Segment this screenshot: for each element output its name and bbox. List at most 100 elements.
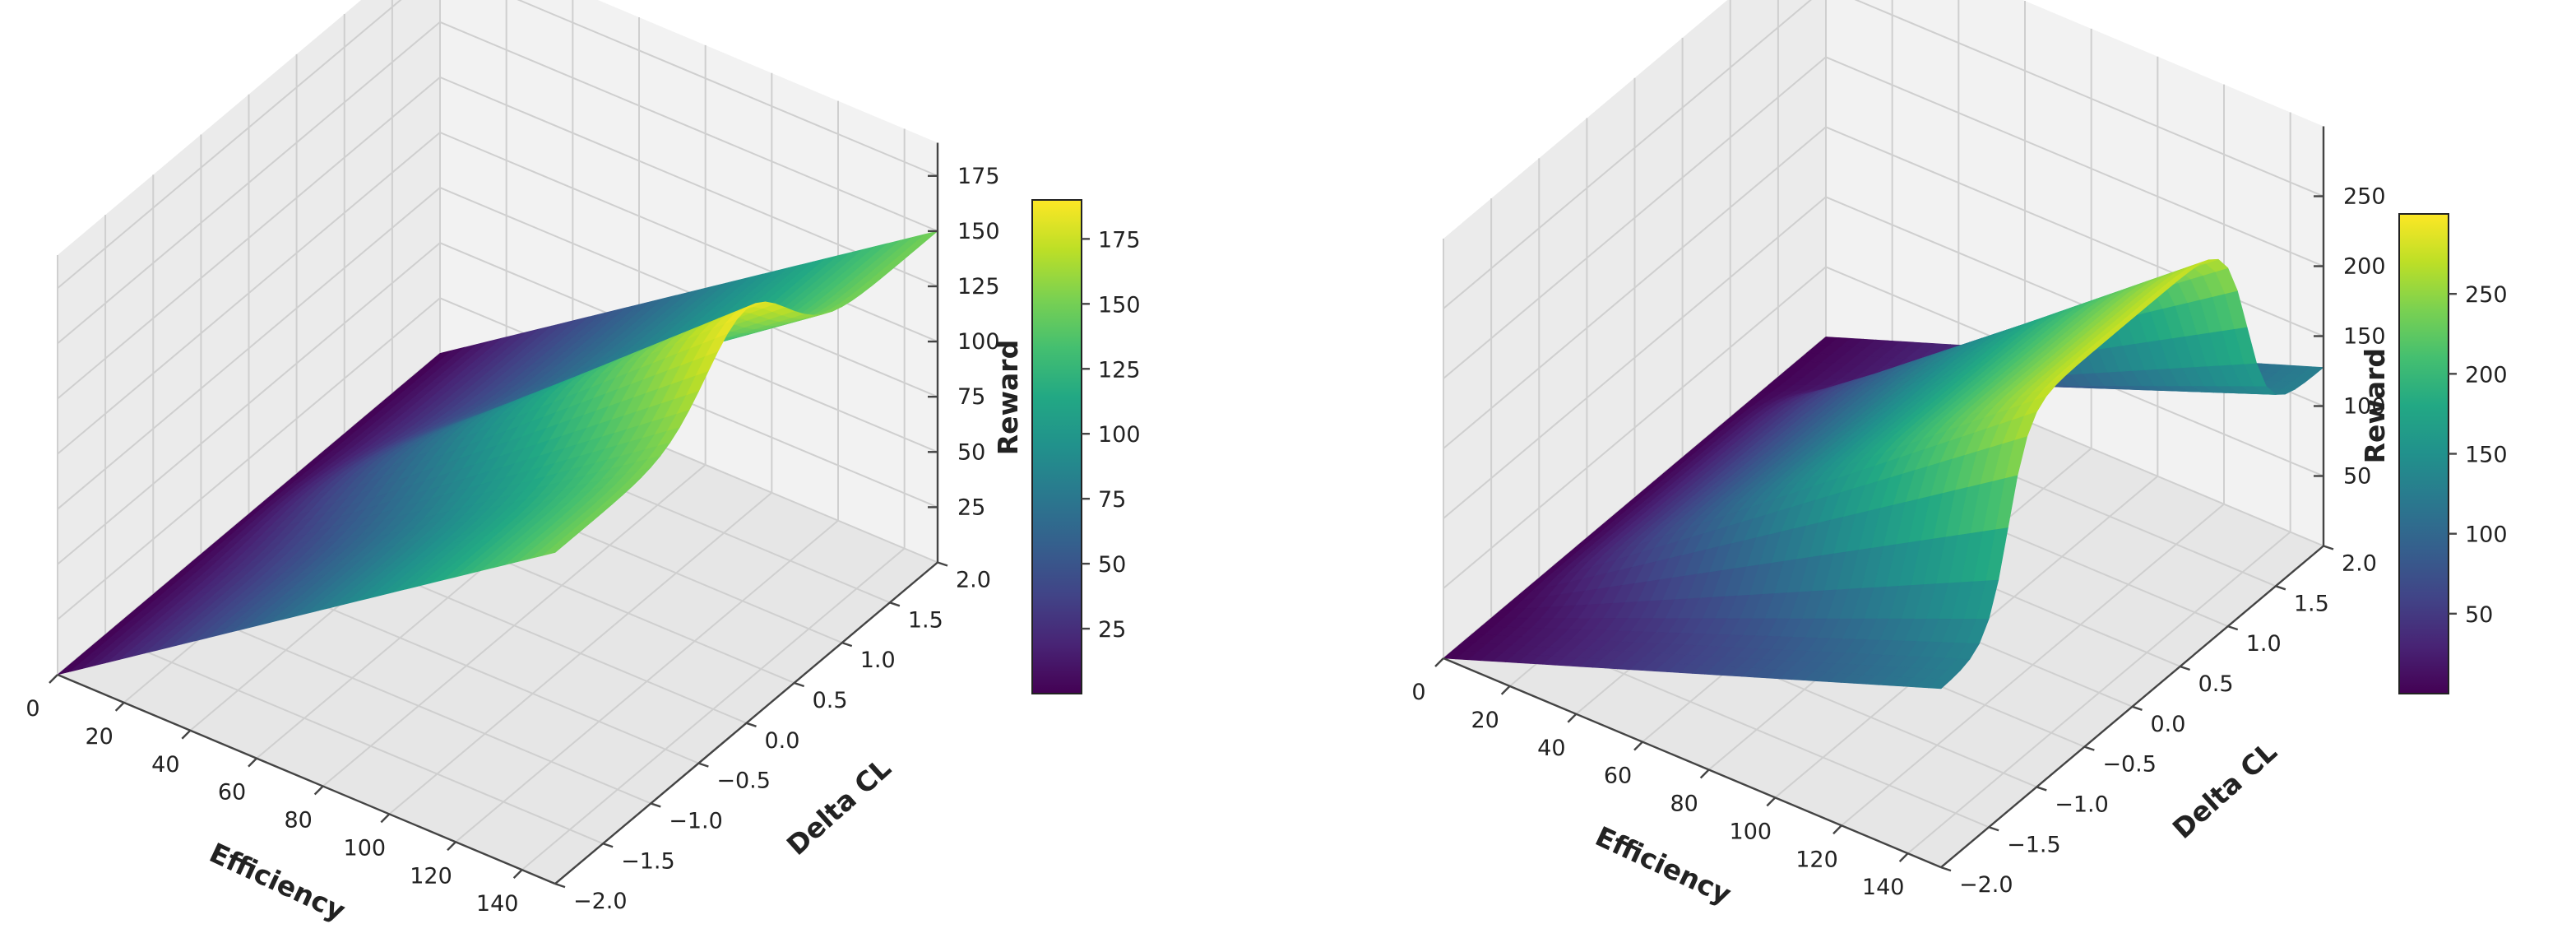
z-tick-label: 250 xyxy=(2343,184,2386,210)
surface-plot-right: 0 20 40 60 80 100 120 140 −2.0 −1.5 −1.0 −0.5 0.0 0.5… xyxy=(1411,0,2508,911)
y-tick xyxy=(554,882,566,889)
x-tick-label: 80 xyxy=(1670,792,1698,817)
x-tick xyxy=(181,729,192,740)
y-tick xyxy=(2227,625,2239,631)
y-tick-label: 0.5 xyxy=(813,688,848,713)
back-pane xyxy=(440,0,938,563)
x-tick-label: 120 xyxy=(410,863,452,889)
y-tick-label: −1.5 xyxy=(621,848,675,874)
y-tick-label: 0.0 xyxy=(2151,712,2186,737)
x-tick xyxy=(1898,852,1909,863)
colorbar-tick-label: 250 xyxy=(2465,282,2508,308)
y-tick-label: −2.0 xyxy=(573,889,628,914)
y-tick-label: −2.0 xyxy=(1959,872,2013,898)
x-tick-label: 140 xyxy=(1862,875,1905,900)
x-tick xyxy=(1567,713,1578,723)
y-tick xyxy=(602,843,614,848)
x-tick xyxy=(114,702,125,712)
y-tick xyxy=(794,681,805,688)
x-tick xyxy=(1500,685,1511,695)
z-tick-label: 150 xyxy=(957,219,1000,244)
y-tick xyxy=(1988,826,1999,832)
x-tick-label: 100 xyxy=(1730,819,1772,844)
colorbar-tick-label: 200 xyxy=(2465,362,2508,388)
colorbar xyxy=(2398,213,2449,694)
z-gridline xyxy=(57,21,938,345)
y-tick-label: 2.0 xyxy=(2342,551,2377,577)
x-tick xyxy=(1699,769,1710,779)
x-tick xyxy=(1434,657,1444,667)
z-tick-label: 50 xyxy=(957,439,985,465)
z-gridline xyxy=(57,297,938,620)
y-tick xyxy=(2132,705,2143,711)
y-tick-label: 0.0 xyxy=(765,728,800,754)
y-tick xyxy=(841,642,853,648)
x-tick-label: 60 xyxy=(1604,764,1632,789)
z-tick-label: 150 xyxy=(2343,324,2386,350)
y-tick-label: 2.0 xyxy=(956,568,991,593)
y-tick xyxy=(2180,665,2191,671)
y-tick xyxy=(2083,745,2095,751)
x-tick xyxy=(1766,796,1777,807)
colorbar-tick-label: 150 xyxy=(2465,443,2508,468)
x-axis-label: Efficiency xyxy=(205,837,350,927)
y-axis-label: Delta CL xyxy=(2166,736,2283,845)
x-tick xyxy=(313,785,324,796)
y-tick-label: 1.5 xyxy=(2294,591,2329,616)
z-gridline xyxy=(57,0,938,290)
y-tick xyxy=(889,601,901,607)
x-tick-label: 0 xyxy=(1411,680,1425,705)
x-tick-label: 20 xyxy=(1471,708,1499,733)
x-tick xyxy=(1832,824,1842,835)
y-tick xyxy=(2275,585,2286,591)
y-tick-label: −1.0 xyxy=(2055,792,2109,817)
z-tick-label: 200 xyxy=(2343,254,2386,280)
x-tick-label: 120 xyxy=(1795,847,1838,872)
y-tick xyxy=(1940,866,1952,872)
colorbar-tick-label: 50 xyxy=(2465,602,2493,628)
z-tick-label: 125 xyxy=(957,274,1000,300)
x-tick xyxy=(248,757,257,768)
z-gridline xyxy=(57,242,938,565)
colorbar-tick-label: 75 xyxy=(1098,487,1126,513)
surface xyxy=(57,230,938,676)
colorbar-label: Reward xyxy=(2359,348,2391,463)
x-axis-label: Efficiency xyxy=(1591,820,1736,911)
x-tick xyxy=(512,869,523,880)
y-tick xyxy=(697,762,709,768)
x-tick xyxy=(1633,741,1643,751)
x-tick-label: 140 xyxy=(476,891,519,917)
x-tick-label: 60 xyxy=(218,780,246,806)
colorbar-label: Reward xyxy=(992,340,1024,455)
y-tick-label: 1.0 xyxy=(2246,631,2282,657)
colorbar-tick-label: 100 xyxy=(2465,522,2508,548)
x-tick-label: 100 xyxy=(344,835,387,861)
x-tick xyxy=(49,674,58,684)
y-tick xyxy=(746,722,757,727)
x-tick-label: 40 xyxy=(1537,736,1565,761)
y-tick-label: 0.5 xyxy=(2198,671,2234,697)
surface-plot-left: 0 20 40 60 80 100 120 140 −2.0 −1.5 −1.0 −0.5 0.0 0.5… xyxy=(25,0,1141,927)
x-tick-label: 0 xyxy=(25,696,39,722)
y-tick-label: 1.5 xyxy=(908,607,943,633)
colorbar-tick-label: 25 xyxy=(1098,617,1126,643)
y-tick xyxy=(2036,786,2047,792)
colorbar-tick-label: 100 xyxy=(1098,422,1141,448)
y-tick-label: 1.0 xyxy=(860,648,896,673)
colorbar-tick-label: 50 xyxy=(1098,552,1126,578)
colorbar-tick-label: 150 xyxy=(1098,292,1141,318)
x-tick-label: 40 xyxy=(151,752,179,778)
x-tick-label: 20 xyxy=(85,724,113,750)
y-axis-label: Delta CL xyxy=(781,752,897,861)
y-tick xyxy=(2323,545,2334,550)
x-tick-label: 80 xyxy=(284,808,312,834)
z-gridline xyxy=(57,76,938,400)
x-tick xyxy=(447,841,456,852)
z-tick-label: 175 xyxy=(957,164,1000,189)
y-tick xyxy=(937,561,948,567)
y-tick-label: −1.5 xyxy=(2007,832,2061,857)
y-tick-label: −1.0 xyxy=(669,808,723,834)
z-tick-label: 75 xyxy=(957,384,985,410)
x-tick xyxy=(380,813,391,824)
